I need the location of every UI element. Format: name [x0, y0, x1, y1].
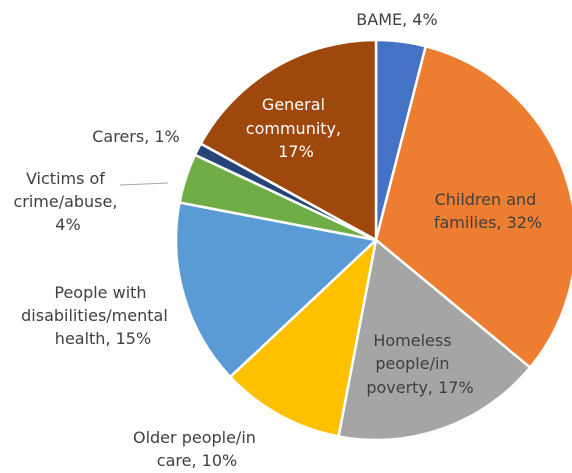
- label-older-people-in-care: Older people/in care, 10%: [133, 428, 261, 470]
- label-victims-of-crime-abuse: Victims of crime/abuse, 4%: [13, 169, 122, 234]
- victims-leader-line: [120, 183, 168, 185]
- label-bame: BAME, 4%: [356, 10, 437, 29]
- label-carers: Carers, 1%: [92, 127, 180, 146]
- label-people-with-disabilities-mental-health: People with disabilities/mental health, …: [21, 283, 173, 348]
